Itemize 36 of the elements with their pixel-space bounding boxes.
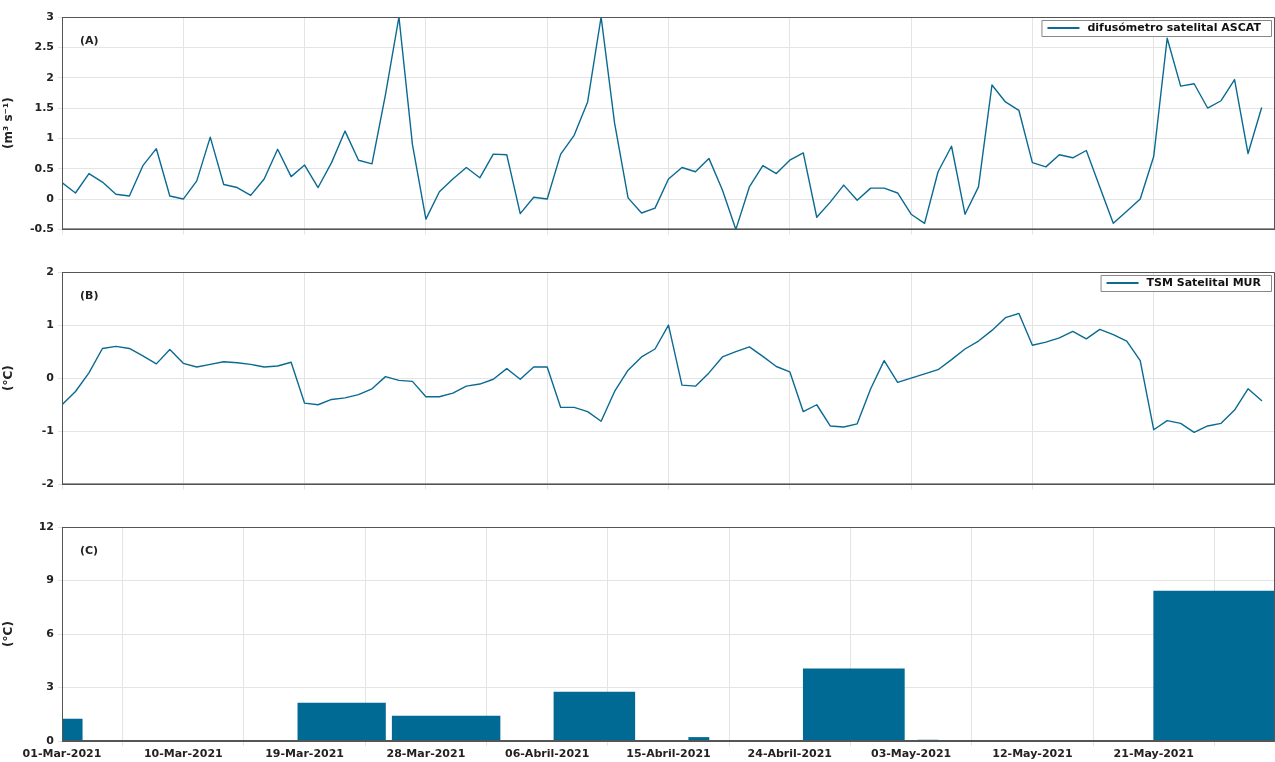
y-tick-label: 2.5 bbox=[34, 40, 54, 54]
y-tick-label: -1 bbox=[41, 424, 54, 438]
legend-label: TSM Satelital MUR bbox=[1146, 275, 1262, 289]
annotation: (A) bbox=[80, 33, 99, 47]
y-tick-label: 12 bbox=[38, 519, 54, 533]
y-tick-label: 1 bbox=[46, 131, 54, 145]
x-tick-label: 03-May-2021 bbox=[870, 747, 952, 761]
legend-label: difusómetro satelital ASCAT bbox=[1087, 20, 1262, 34]
y-tick-label: 1.5 bbox=[34, 100, 54, 114]
y-axis-title: (m³ s⁻¹) bbox=[1, 97, 16, 150]
y-tick-label: 0 bbox=[46, 733, 55, 747]
x-tick-label: 24-Abril-2021 bbox=[747, 747, 833, 761]
y-tick-label: 3 bbox=[46, 680, 54, 694]
x-tick-label: 06-Abril-2021 bbox=[504, 747, 590, 761]
y-axis-title: (°C) bbox=[1, 621, 16, 647]
annotation: (C) bbox=[80, 543, 99, 557]
y-tick-label: 2 bbox=[46, 70, 54, 84]
y-tick-label: -2 bbox=[41, 477, 54, 491]
x-tick-label: 28-Mar-2021 bbox=[386, 747, 466, 761]
y-tick-label: 0 bbox=[46, 371, 55, 385]
x-tick-label: 21-May-2021 bbox=[1113, 747, 1194, 761]
y-axis-title: (°C) bbox=[1, 365, 16, 392]
x-tick-label: 12-May-2021 bbox=[992, 747, 1073, 761]
y-tick-label: 3 bbox=[46, 9, 54, 23]
y-tick-label: 1 bbox=[46, 317, 54, 331]
y-tick-label: 0 bbox=[46, 191, 55, 205]
x-tick-label: 19-Mar-2021 bbox=[265, 747, 345, 761]
y-tick-label: 6 bbox=[46, 626, 55, 640]
x-tick-label: 01-Mar-2021 bbox=[22, 747, 102, 761]
annotation: (B) bbox=[80, 288, 99, 302]
x-tick-label: 10-Mar-2021 bbox=[143, 747, 223, 761]
y-tick-label: 2 bbox=[46, 264, 54, 278]
x-tick-label: 15-Abril-2021 bbox=[626, 747, 711, 761]
y-tick-label: -0.5 bbox=[29, 222, 54, 236]
y-tick-label: 0.5 bbox=[34, 161, 54, 175]
y-tick-label: 9 bbox=[46, 573, 54, 587]
